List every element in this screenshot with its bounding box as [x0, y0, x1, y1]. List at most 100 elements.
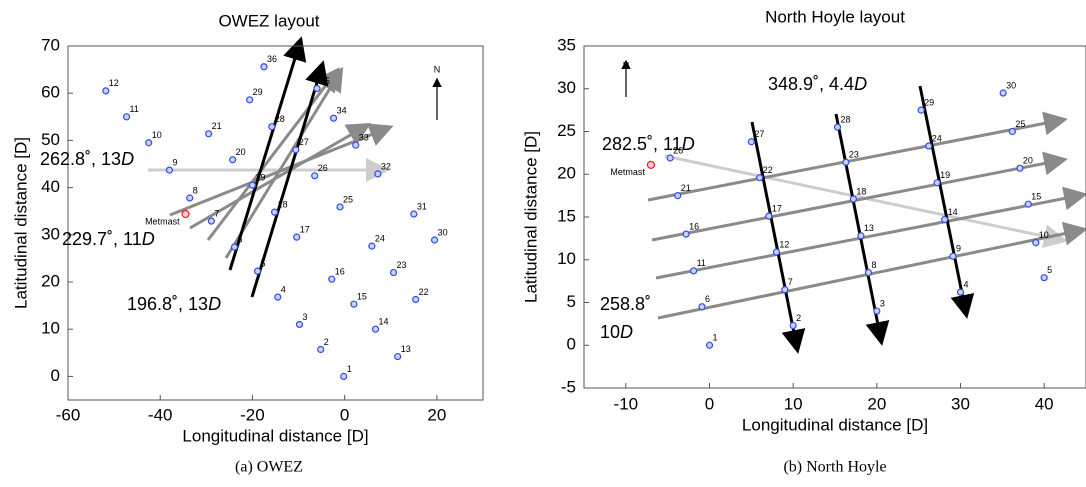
turbine	[350, 300, 358, 308]
turbine-label: 27	[754, 129, 764, 139]
turbine-label: 11	[130, 104, 139, 114]
metmast	[646, 160, 656, 169]
turbine	[371, 325, 380, 333]
turbine-label: 29	[924, 98, 934, 108]
annotation: 282.5˚, 11D	[602, 134, 695, 154]
plot-area	[67, 45, 484, 401]
turbine-label: 23	[849, 150, 859, 160]
turbine	[330, 114, 338, 122]
turbine-label: 29	[253, 87, 263, 97]
plot-area	[583, 45, 1086, 389]
annotation-text: 229.7˚, 11	[62, 229, 142, 249]
turbine	[374, 170, 382, 178]
y-tick-label: 15	[557, 206, 576, 225]
turbine-label: 7	[214, 208, 219, 218]
turbine	[394, 352, 402, 361]
turbine	[857, 232, 865, 240]
annotation: 258.8˚	[600, 294, 651, 314]
turbine-label: 21	[212, 121, 222, 131]
turbine-label: 22	[419, 287, 429, 297]
turbine-label: 1	[347, 364, 352, 374]
turbine-label: 1	[713, 333, 718, 343]
turbine	[352, 141, 360, 149]
turbine	[165, 166, 174, 174]
turbine	[229, 156, 237, 164]
turbine-label: 6	[237, 234, 242, 244]
turbine	[917, 106, 925, 114]
turbine-label: 15	[1031, 192, 1041, 202]
y-tick-label: 10	[41, 319, 60, 338]
annotation-text: 196.8˚, 13	[127, 294, 208, 314]
x-tick-label: 10	[784, 394, 803, 413]
x-axis-label: Longitudinal distance [D]	[742, 415, 928, 434]
annotation-text: 10	[600, 322, 620, 342]
turbine	[246, 96, 254, 104]
turbine-label: 5	[1047, 265, 1052, 275]
turbine-label: 4	[281, 284, 286, 294]
turbine-label: 24	[932, 133, 942, 143]
north-label: N	[623, 60, 630, 70]
y-axis-label: Latitudinal distance [D]	[521, 131, 540, 303]
turbine	[999, 89, 1007, 97]
turbine-label: 7	[788, 277, 793, 287]
turbine	[956, 288, 965, 296]
caption: (a) OWEZ	[235, 459, 303, 476]
turbine-label: 17	[300, 225, 310, 235]
x-tick-label: -60	[56, 405, 81, 424]
y-tick-label: 60	[41, 83, 60, 102]
chart-title: OWEZ layout	[218, 11, 319, 30]
metmast-label: Metmast	[610, 167, 645, 177]
x-tick-label: 0	[340, 405, 349, 424]
annotation: 10D	[600, 322, 633, 342]
turbine	[1040, 274, 1048, 282]
turbine-label: 18	[856, 186, 866, 196]
turbine	[205, 130, 213, 138]
turbine	[781, 286, 789, 294]
turbine	[682, 230, 690, 238]
turbine-label: 24	[375, 234, 385, 244]
y-tick-label: 30	[41, 224, 60, 243]
turbine-label: 32	[381, 161, 391, 171]
metmast-label: Metmast	[145, 216, 180, 226]
annotation-unit: D	[142, 229, 155, 249]
turbine-label: 8	[871, 260, 876, 270]
turbine-label: 10	[152, 130, 162, 140]
turbine-label: 19	[255, 173, 265, 183]
x-tick-label: 40	[1035, 394, 1054, 413]
turbine	[274, 293, 282, 301]
turbine	[765, 212, 773, 220]
direction-arrows	[148, 36, 1086, 354]
x-tick-label: -10	[614, 394, 639, 413]
turbine-label: 10	[1039, 230, 1049, 240]
turbine	[317, 345, 325, 354]
turbine	[772, 248, 781, 256]
y-tick-label: 30	[557, 78, 576, 97]
caption: (b) North Hoyle	[783, 459, 886, 476]
turbine-label: 9	[172, 158, 177, 168]
turbine	[949, 252, 957, 260]
annotation-text: 262.8˚, 13	[40, 149, 121, 169]
turbine-label: 35	[320, 76, 330, 86]
turbine-label: 30	[438, 227, 448, 237]
turbine	[230, 243, 239, 251]
y-tick-label: 0	[567, 335, 576, 354]
turbine	[313, 84, 321, 93]
turbine-label: 9	[956, 244, 961, 254]
turbine-label: 23	[397, 260, 407, 270]
turbine	[122, 113, 131, 121]
turbine	[705, 341, 714, 349]
turbine	[336, 203, 344, 211]
turbine	[1024, 200, 1032, 208]
turbine-label: 26	[318, 163, 328, 173]
y-tick-label: 35	[557, 35, 576, 54]
turbine-label: 33	[359, 132, 369, 142]
turbine	[1016, 164, 1024, 172]
turbine	[340, 372, 348, 380]
turbine	[368, 242, 376, 250]
annotation-unit: D	[208, 294, 221, 314]
annotation: 348.9˚, 4.4D	[768, 74, 867, 94]
y-tick-label: 25	[557, 121, 576, 140]
turbine	[666, 154, 674, 162]
turbine-label: 36	[267, 54, 277, 64]
